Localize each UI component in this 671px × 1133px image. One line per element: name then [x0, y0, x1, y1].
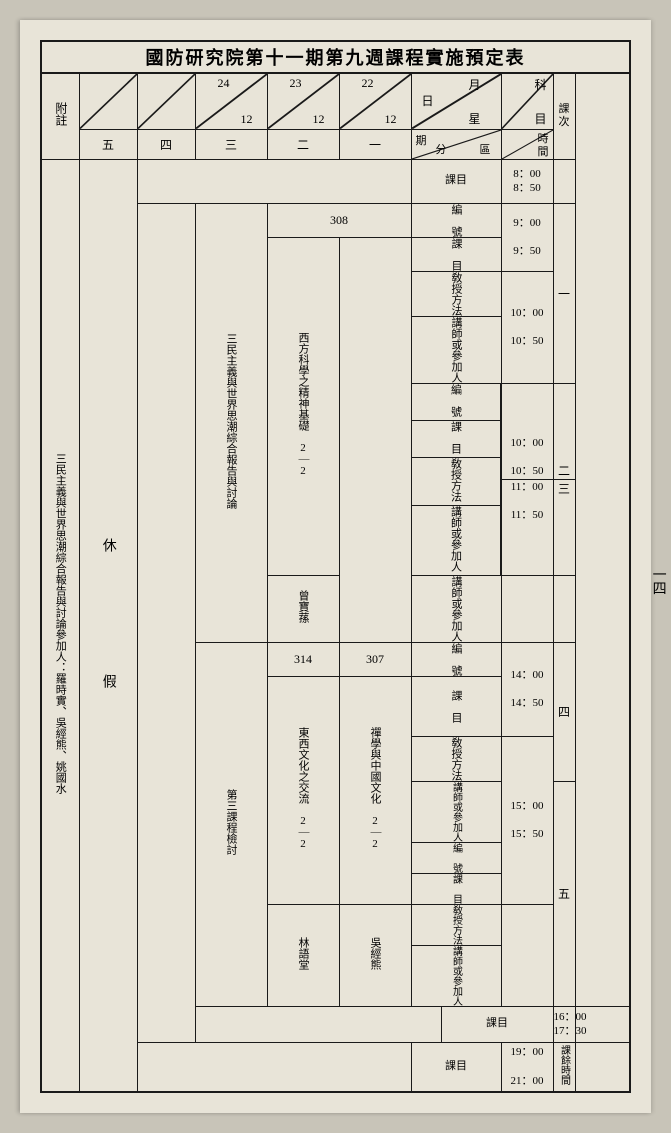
empty-r5 — [137, 1042, 411, 1092]
mid-labels-block: 編 號 課 目 敎授方法 講師或參加人 — [411, 383, 501, 575]
lbl-bianhao-3a: 編 號 — [411, 642, 501, 676]
page-number: 一四 — [650, 567, 671, 600]
diag-subject: 科 目 — [501, 73, 553, 129]
diag-month-day: 月 日 星 — [411, 73, 501, 129]
course-col2-block2: 西方科學之精神基礎 2｜2 — [267, 237, 339, 575]
label-kemu-5: 課目 — [411, 1042, 501, 1092]
teacher-col2-b2: 曾寶蓀 — [267, 575, 339, 642]
lbl-bottom-3: 敎授方法 講師或參加人 — [411, 904, 501, 1006]
period-end2 — [553, 575, 575, 642]
empty-r1 — [137, 159, 411, 203]
lbl-jiaoshou-3a: 敎授方法 — [411, 736, 501, 781]
time-1: 8：008：50 — [501, 159, 553, 203]
period-2a: 一 — [553, 203, 575, 383]
diag-time: 時 間 — [501, 129, 553, 159]
course-col2-b3: 東西文化之交流 2｜2 — [267, 676, 339, 904]
period-5-vlabel: 課餘時間 — [553, 1042, 575, 1092]
label-kemu-1: 課目 — [411, 159, 501, 203]
period-3b: 五 — [553, 781, 575, 1006]
room-314: 314 — [267, 642, 339, 676]
holiday-cell: 休 假 — [79, 159, 137, 1092]
time-3a: 14：0014：50 — [501, 642, 553, 736]
period-1 — [553, 159, 575, 203]
day-2: 二 — [267, 129, 339, 159]
time-mid: 10：0010：50 11：0011：50 — [501, 383, 553, 575]
time-5: 19：0021：00 — [501, 1042, 553, 1092]
empty-r4 — [195, 1006, 441, 1042]
course-col1-b3: 禪學與中國文化 2｜2 — [339, 676, 411, 904]
diag-blank4 — [137, 73, 195, 129]
label-kemu-4: 課目 — [441, 1006, 553, 1042]
day-4: 四 — [137, 129, 195, 159]
day-1: 一 — [339, 129, 411, 159]
period-mid: 二 三 — [553, 383, 575, 575]
course-col3-block2: 三民主義與世界思潮綜合報告與討論 — [195, 203, 267, 642]
empty-col4 — [137, 203, 195, 1042]
header-appendix: 附註 — [41, 73, 79, 159]
date-24-12: 24 12 — [195, 73, 267, 129]
diag-blank5 — [79, 73, 137, 129]
appendix-content: 三民主義與世界思潮綜合報告與討論參加人：羅時實、吳經熊、姚國水 — [41, 159, 79, 1092]
time-2b: 10：0010：50 — [501, 271, 553, 383]
room-308: 308 — [267, 203, 411, 237]
header-lesson-num: 課次 — [553, 73, 575, 159]
lbl-jiangshi-2c: 講師或參加人 — [411, 575, 501, 642]
time-4: 16：0017：30 — [553, 1006, 575, 1042]
empty-col1-b2 — [339, 237, 411, 642]
lbl-mixed-3b: 講師或參加人 編 號 課 目 — [411, 781, 501, 904]
time-2c-end — [501, 575, 553, 642]
lbl-jiangshi-2a: 講師或參加人 — [411, 316, 501, 383]
document-title: 國防研究院第十一期第九週課程實施預定表 — [40, 40, 631, 72]
teacher-col2-b3: 林語堂 — [267, 904, 339, 1006]
time-3b-end — [501, 904, 553, 1006]
diag-period-area: 期 分 區 — [411, 129, 501, 159]
date-23-12: 23 12 — [267, 73, 339, 129]
lbl-bianhao-2a: 編 號 — [411, 203, 501, 237]
time-3b: 15：0015：50 — [501, 736, 553, 904]
teacher-col1-b3: 吳經熊 — [339, 904, 411, 1006]
date-22-12: 22 12 — [339, 73, 411, 129]
period-3a: 四 — [553, 642, 575, 781]
day-3: 三 — [195, 129, 267, 159]
lbl-jiaoshou-2a: 敎授方法 — [411, 271, 501, 316]
lbl-kemu-3a: 課 目 — [411, 676, 501, 736]
lbl-kemu-2a: 課 目 — [411, 237, 501, 271]
room-307: 307 — [339, 642, 411, 676]
time-2a: 9：009：50 — [501, 203, 553, 271]
day-5: 五 — [79, 129, 137, 159]
course-col3-block3: 第三課程檢討 — [195, 642, 267, 1006]
